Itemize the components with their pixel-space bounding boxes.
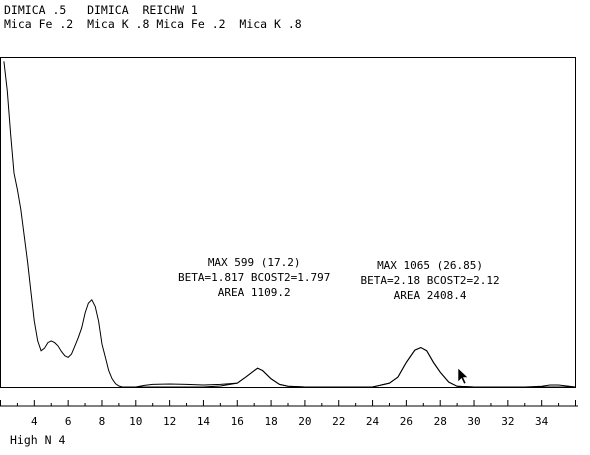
peak-annotation-text: BETA=1.817 BCOST2=1.797 [178, 271, 330, 284]
peak-annotation-text: MAX 599 (17.2) [208, 256, 301, 269]
x-tick-label: 18 [264, 415, 277, 428]
peak-annotation-text: AREA 1109.2 [218, 286, 291, 299]
x-tick-label: 6 [65, 415, 72, 428]
x-tick-label: 10 [129, 415, 142, 428]
x-tick-label: 4 [31, 415, 38, 428]
x-tick-label: 22 [332, 415, 345, 428]
x-tick-label: 12 [163, 415, 176, 428]
peak-annotations: MAX 599 (17.2) BETA=1.817 BCOST2=1.797 ARE… [178, 256, 500, 302]
x-tick-label: 16 [231, 415, 244, 428]
mouse-pointer-icon [457, 367, 469, 385]
sample-title-line-2: Mica Fe .2 Mica K .8 Mica Fe .2 Mica K .… [4, 17, 302, 31]
sample-title-line-1: DIMICA .5 DIMICA REICHW 1 [4, 3, 198, 17]
fitted-peaks-line [135, 346, 576, 388]
x-tick-label: 34 [535, 415, 549, 428]
peak-annotation-text: AREA 2408.4 [394, 289, 467, 302]
x-tick-label: 28 [434, 415, 447, 428]
x-tick-label: 14 [197, 415, 211, 428]
measured-pattern-line [3, 61, 576, 388]
x-tick-label: 26 [400, 415, 413, 428]
x-axis-ticks: 4 6 8 10 12 14 16 18 20 22 24 26 28 30 32 34 [0, 400, 576, 428]
x-tick-label: 8 [99, 415, 106, 428]
peak-annotation-text: MAX 1065 (26.85) [377, 259, 483, 272]
x-tick-label: 20 [298, 415, 311, 428]
x-tick-label: 30 [467, 415, 480, 428]
detector-label: High N 4 [10, 433, 66, 447]
pattern-curves [3, 61, 576, 388]
peak-annotation-text: BETA=2.18 BCOST2=2.12 [361, 274, 500, 287]
plot-frame [0, 57, 576, 388]
x-tick-label: 32 [501, 415, 514, 428]
x-tick-label: 24 [366, 415, 380, 428]
